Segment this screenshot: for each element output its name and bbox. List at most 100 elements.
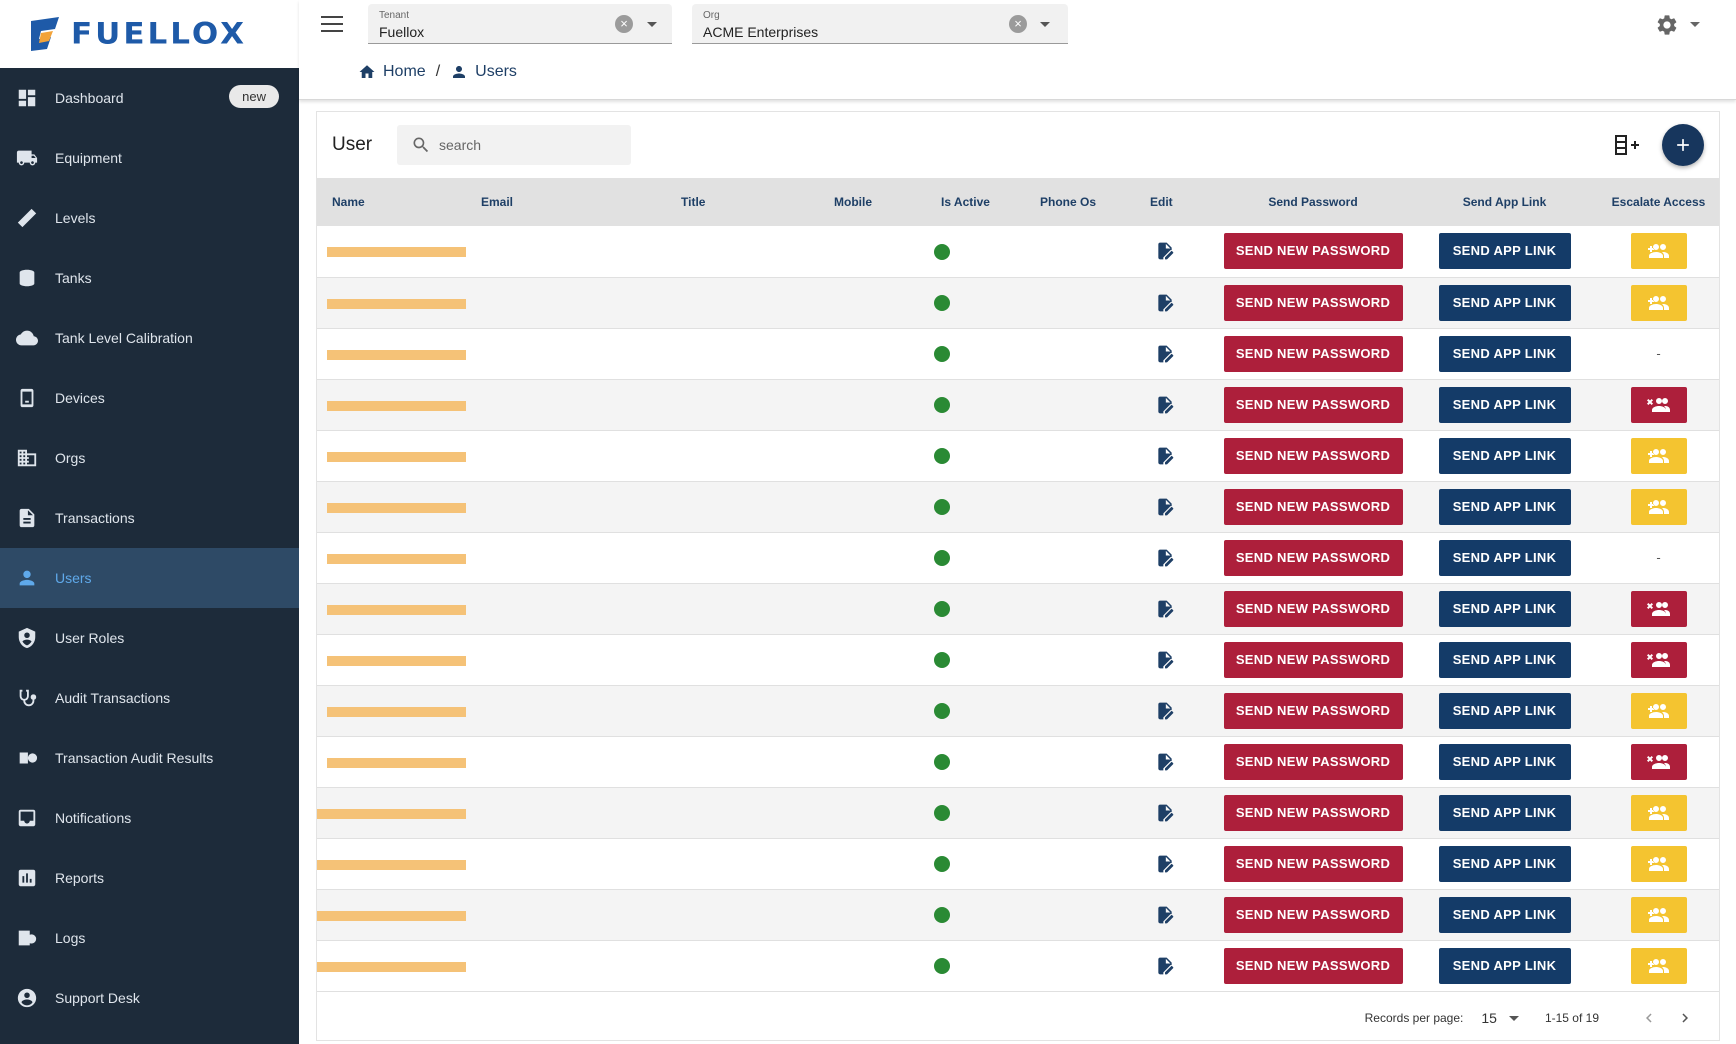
edit-icon[interactable] <box>1155 751 1175 773</box>
settings-gear-icon[interactable] <box>1655 13 1679 37</box>
send-app-link-button[interactable]: SEND APP LINK <box>1438 437 1571 474</box>
send-new-password-button[interactable]: SEND NEW PASSWORD <box>1223 284 1403 321</box>
settings-menu-chevron-icon[interactable] <box>1690 22 1700 27</box>
cell-send-app-link: SEND APP LINK <box>1411 583 1598 634</box>
sidebar-item-audit-transactions[interactable]: Audit Transactions <box>0 668 299 728</box>
revoke-access-button[interactable] <box>1630 386 1687 423</box>
breadcrumb-home[interactable]: Home <box>383 63 426 80</box>
send-new-password-button[interactable]: SEND NEW PASSWORD <box>1223 233 1403 270</box>
add-user-button[interactable] <box>1662 124 1704 166</box>
send-new-password-button[interactable]: SEND NEW PASSWORD <box>1223 743 1403 780</box>
column-header-is-active[interactable]: Is Active <box>941 195 990 209</box>
menu-toggle-icon[interactable] <box>321 14 343 34</box>
edit-icon[interactable] <box>1155 700 1175 722</box>
edit-icon[interactable] <box>1155 853 1175 875</box>
send-app-link-button[interactable]: SEND APP LINK <box>1438 233 1571 270</box>
next-page-button[interactable] <box>1673 1006 1697 1030</box>
escalate-access-button[interactable] <box>1630 896 1687 933</box>
send-new-password-button[interactable]: SEND NEW PASSWORD <box>1223 335 1403 372</box>
escalate-access-button[interactable] <box>1630 845 1687 882</box>
previous-page-button[interactable] <box>1637 1006 1661 1030</box>
revoke-access-button[interactable] <box>1630 590 1687 627</box>
escalate-access-button[interactable] <box>1630 794 1687 831</box>
sidebar-item-levels[interactable]: Levels <box>0 188 299 248</box>
send-new-password-button[interactable]: SEND NEW PASSWORD <box>1223 488 1403 525</box>
sidebar-item-notifications[interactable]: Notifications <box>0 788 299 848</box>
brand-logo[interactable]: FUELLOX <box>0 0 299 68</box>
escalate-access-button[interactable] <box>1630 233 1687 270</box>
edit-icon[interactable] <box>1155 955 1175 977</box>
records-per-page-select[interactable]: 15 <box>1481 1010 1519 1026</box>
sidebar-item-user-roles[interactable]: User Roles <box>0 608 299 668</box>
send-new-password-button[interactable]: SEND NEW PASSWORD <box>1223 386 1403 423</box>
sidebar-item-transactions[interactable]: Transactions <box>0 488 299 548</box>
column-header-phone-os[interactable]: Phone Os <box>1040 195 1097 209</box>
send-new-password-button[interactable]: SEND NEW PASSWORD <box>1223 641 1403 678</box>
send-new-password-button[interactable]: SEND NEW PASSWORD <box>1223 590 1403 627</box>
sidebar-item-transaction-audit-results[interactable]: Transaction Audit Results <box>0 728 299 788</box>
table-row: SEND NEW PASSWORD SEND APP LINK <box>317 940 1719 991</box>
send-new-password-button[interactable]: SEND NEW PASSWORD <box>1223 437 1403 474</box>
edit-icon[interactable] <box>1155 496 1175 518</box>
clear-icon[interactable]: × <box>615 15 633 33</box>
send-app-link-button[interactable]: SEND APP LINK <box>1438 590 1571 627</box>
sidebar-item-dashboard[interactable]: Dashboard new <box>0 68 299 128</box>
sidebar-item-orgs[interactable]: Orgs <box>0 428 299 488</box>
edit-icon[interactable] <box>1155 343 1175 365</box>
send-app-link-button[interactable]: SEND APP LINK <box>1438 284 1571 321</box>
sidebar-item-tanks[interactable]: Tanks <box>0 248 299 308</box>
escalate-access-button[interactable] <box>1630 284 1687 321</box>
send-app-link-button[interactable]: SEND APP LINK <box>1438 794 1571 831</box>
revoke-access-button[interactable] <box>1630 641 1687 678</box>
send-new-password-button[interactable]: SEND NEW PASSWORD <box>1223 947 1403 984</box>
search-input[interactable] <box>439 125 625 165</box>
column-header-title[interactable]: Title <box>681 195 706 209</box>
sidebar-item-label: Levels <box>55 210 96 226</box>
column-header-name[interactable]: Name <box>332 195 365 209</box>
send-app-link-button[interactable]: SEND APP LINK <box>1438 488 1571 525</box>
sidebar-item-users[interactable]: Users <box>0 548 299 608</box>
edit-icon[interactable] <box>1155 598 1175 620</box>
edit-icon[interactable] <box>1155 445 1175 467</box>
send-new-password-button[interactable]: SEND NEW PASSWORD <box>1223 539 1403 576</box>
edit-icon[interactable] <box>1155 802 1175 824</box>
send-app-link-button[interactable]: SEND APP LINK <box>1438 539 1571 576</box>
tenant-select[interactable]: Tenant Fuellox × <box>368 4 672 44</box>
edit-icon[interactable] <box>1155 240 1175 262</box>
escalate-access-button[interactable] <box>1630 692 1687 729</box>
send-app-link-button[interactable]: SEND APP LINK <box>1438 896 1571 933</box>
send-app-link-button[interactable]: SEND APP LINK <box>1438 641 1571 678</box>
edit-icon[interactable] <box>1155 649 1175 671</box>
sidebar-item-support-desk[interactable]: Support Desk <box>0 968 299 1028</box>
send-new-password-button[interactable]: SEND NEW PASSWORD <box>1223 896 1403 933</box>
send-app-link-button[interactable]: SEND APP LINK <box>1438 743 1571 780</box>
send-new-password-button[interactable]: SEND NEW PASSWORD <box>1223 845 1403 882</box>
chevron-down-icon[interactable] <box>647 22 657 27</box>
sidebar-item-devices[interactable]: Devices <box>0 368 299 428</box>
escalate-access-button[interactable] <box>1630 437 1687 474</box>
sidebar-item-logs[interactable]: Logs <box>0 908 299 968</box>
sidebar-item-tank-level-calibration[interactable]: Tank Level Calibration <box>0 308 299 368</box>
column-header-mobile[interactable]: Mobile <box>834 195 872 209</box>
column-header-email[interactable]: Email <box>481 195 514 209</box>
sidebar-item-equipment[interactable]: Equipment <box>0 128 299 188</box>
escalate-access-button[interactable] <box>1630 947 1687 984</box>
edit-icon[interactable] <box>1155 394 1175 416</box>
send-new-password-button[interactable]: SEND NEW PASSWORD <box>1223 794 1403 831</box>
export-columns-icon[interactable] <box>1613 133 1639 157</box>
edit-icon[interactable] <box>1155 904 1175 926</box>
org-select[interactable]: Org ACME Enterprises × <box>692 4 1068 44</box>
send-app-link-button[interactable]: SEND APP LINK <box>1438 947 1571 984</box>
escalate-access-button[interactable] <box>1630 488 1687 525</box>
send-app-link-button[interactable]: SEND APP LINK <box>1438 692 1571 729</box>
send-app-link-button[interactable]: SEND APP LINK <box>1438 335 1571 372</box>
edit-icon[interactable] <box>1155 547 1175 569</box>
send-app-link-button[interactable]: SEND APP LINK <box>1438 386 1571 423</box>
sidebar-item-reports[interactable]: Reports <box>0 848 299 908</box>
send-app-link-button[interactable]: SEND APP LINK <box>1438 845 1571 882</box>
clear-icon[interactable]: × <box>1009 15 1027 33</box>
revoke-access-button[interactable] <box>1630 743 1687 780</box>
edit-icon[interactable] <box>1155 292 1175 314</box>
send-new-password-button[interactable]: SEND NEW PASSWORD <box>1223 692 1403 729</box>
chevron-down-icon[interactable] <box>1040 22 1050 27</box>
